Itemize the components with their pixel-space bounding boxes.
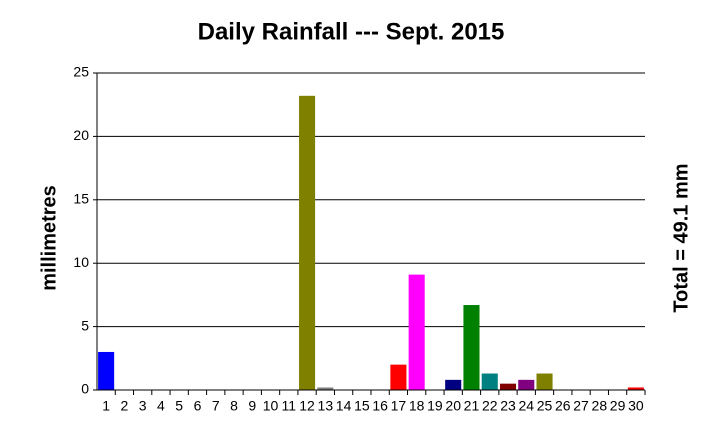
y-tick-label: 20 [73,127,89,143]
chart-title: Daily Rainfall --- Sept. 2015 [198,18,505,45]
bar [481,373,498,390]
x-tick-label: 2 [121,398,129,414]
x-tick-label: 8 [230,398,238,414]
bar [317,387,334,390]
x-tick-label: 1 [102,398,110,414]
x-tick-label: 5 [175,398,183,414]
y-tick-label: 10 [73,254,89,270]
bar [98,351,115,390]
bar [463,305,480,390]
x-tick-label: 19 [427,398,443,414]
x-tick-label: 28 [592,398,608,414]
x-tick-label: 15 [354,398,370,414]
y-tick-label: 5 [81,317,89,333]
bar [390,364,407,390]
x-tick-label: 26 [555,398,571,414]
y-tick-label: 15 [73,191,89,207]
x-tick-label: 27 [573,398,589,414]
x-tick-label: 6 [194,398,202,414]
x-tick-label: 16 [372,398,388,414]
y-tick-label: 0 [81,381,89,397]
x-tick-label: 29 [610,398,626,414]
x-tick-label: 14 [336,398,352,414]
bar [408,274,425,390]
x-tick-label: 4 [157,398,165,414]
y-tick-label: 25 [73,64,89,80]
bar [627,387,644,390]
bar [499,383,517,390]
x-tick-label: 3 [139,398,147,414]
x-tick-label: 30 [628,398,644,414]
bar [299,95,316,390]
x-tick-label: 21 [464,398,480,414]
bar [445,379,462,390]
x-tick-label: 20 [445,398,461,414]
x-tick-label: 18 [409,398,425,414]
x-tick-label: 23 [500,398,516,414]
x-tick-label: 17 [391,398,407,414]
x-tick-label: 7 [212,398,220,414]
x-tick-label: 24 [518,398,534,414]
x-tick-label: 10 [263,398,279,414]
total-annotation: Total = 49.1 mm [670,163,692,312]
x-tick-label: 12 [299,398,315,414]
y-axis-label: millimetres [38,185,60,291]
x-tick-label: 22 [482,398,498,414]
x-tick-label: 13 [318,398,334,414]
x-tick-label: 9 [248,398,256,414]
bar [536,373,553,390]
x-tick-label: 11 [282,398,297,414]
x-tick-label: 25 [537,398,553,414]
bar [518,379,535,390]
